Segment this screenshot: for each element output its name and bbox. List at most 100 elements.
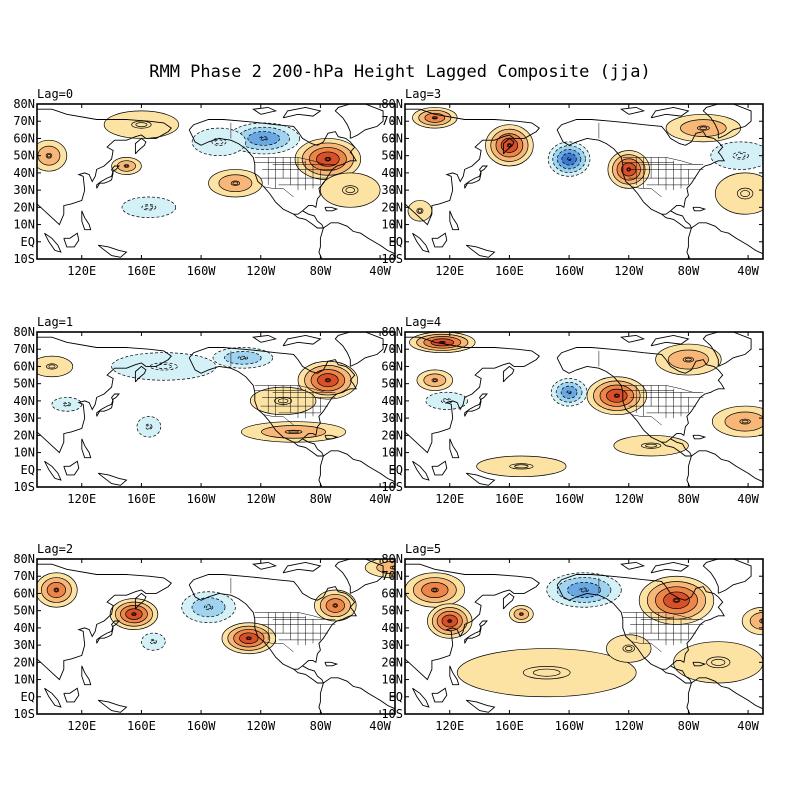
coastline xyxy=(44,232,62,253)
positive-anomaly xyxy=(606,634,652,663)
lon-tick-label: 120W xyxy=(246,492,276,506)
contour-line xyxy=(711,658,726,666)
lat-tick-label: 70N xyxy=(381,114,403,128)
coastline xyxy=(464,165,488,189)
contour-line xyxy=(514,464,529,469)
lat-tick-label: 80N xyxy=(13,97,35,111)
positive-anomaly xyxy=(673,641,763,684)
contour-line xyxy=(237,355,249,360)
coastline xyxy=(44,687,62,708)
positive-anomaly xyxy=(316,151,340,167)
lon-tick-label: 80W xyxy=(678,492,700,506)
positive-anomaly xyxy=(103,110,180,139)
coastline xyxy=(323,677,395,710)
coastline xyxy=(691,677,763,710)
lon-tick-label: 80W xyxy=(678,719,700,733)
contour-line xyxy=(232,181,239,185)
coastlines xyxy=(405,559,763,714)
coastline xyxy=(449,438,460,459)
contour-line xyxy=(391,566,395,569)
lon-tick-label: 80W xyxy=(310,492,332,506)
coastline xyxy=(282,106,322,119)
contour-line xyxy=(260,137,267,140)
panel-background xyxy=(37,559,395,714)
panel-label: Lag=4 xyxy=(405,315,441,329)
positive-anomaly xyxy=(749,612,763,630)
positive-anomaly xyxy=(606,388,628,403)
contour-line xyxy=(522,665,571,680)
contour-line xyxy=(740,190,750,198)
coastline xyxy=(318,227,324,259)
coastline xyxy=(702,332,752,367)
political-border xyxy=(263,414,294,426)
coastlines xyxy=(37,559,395,714)
contour-line xyxy=(246,636,252,640)
lon-tick-label: 120E xyxy=(435,492,464,506)
lat-tick-label: 30N xyxy=(13,638,35,652)
lon-tick-label: 120E xyxy=(67,264,96,278)
contour-line xyxy=(64,402,70,406)
contour-line xyxy=(46,363,58,370)
lat-tick-label: 50N xyxy=(13,604,35,618)
lon-tick-label: 80W xyxy=(310,719,332,733)
coastline xyxy=(324,434,339,440)
positive-anomaly xyxy=(613,434,689,457)
lon-tick-label: 120E xyxy=(67,719,96,733)
panel-frame xyxy=(404,558,764,715)
coastline xyxy=(702,104,752,139)
lat-tick-label: EQ xyxy=(389,235,403,249)
negative-anomaly xyxy=(191,127,247,157)
lon-tick-label: 120W xyxy=(246,264,276,278)
coastline xyxy=(465,244,496,258)
lat-tick-label: 10S xyxy=(381,252,403,266)
lat-tick-label: 20N xyxy=(13,655,35,669)
contour-line xyxy=(342,185,359,195)
contour-line xyxy=(672,597,681,603)
coastline xyxy=(318,682,324,714)
coastline xyxy=(449,210,460,231)
contour-line xyxy=(566,157,572,162)
coastline xyxy=(81,210,92,231)
contour-line xyxy=(284,429,303,434)
lat-tick-label: 10S xyxy=(13,252,35,266)
contour-line xyxy=(685,357,692,362)
contour-line xyxy=(325,378,330,382)
lon-tick-label: 120E xyxy=(435,719,464,733)
coastline xyxy=(405,336,540,454)
coastline xyxy=(63,687,80,703)
contour-line xyxy=(443,399,451,403)
coastline xyxy=(282,334,322,347)
lon-tick-label: 120W xyxy=(614,264,644,278)
lat-tick-label: 70N xyxy=(381,342,403,356)
coastline xyxy=(324,206,339,212)
contour-line xyxy=(507,143,512,147)
contour-line xyxy=(739,418,751,425)
lon-tick-label: 160E xyxy=(495,264,524,278)
anomaly-fields xyxy=(409,332,763,478)
lat-tick-label: 40N xyxy=(13,621,35,635)
coastline xyxy=(502,592,515,610)
contour-line xyxy=(132,612,136,616)
positive-anomaly xyxy=(724,411,763,432)
panel-label: Lag=0 xyxy=(37,87,73,101)
lat-tick-label: 30N xyxy=(13,183,35,197)
coastline xyxy=(37,336,172,454)
contour-line xyxy=(567,391,571,394)
lat-tick-label: 20N xyxy=(13,428,35,442)
lat-tick-label: 70N xyxy=(381,569,403,583)
contour-line xyxy=(567,157,571,161)
contour-line xyxy=(579,587,589,593)
coastline xyxy=(405,108,540,226)
positive-anomaly xyxy=(125,608,143,620)
contour-line xyxy=(741,419,749,424)
positive-anomaly xyxy=(714,172,763,215)
contour-line xyxy=(431,587,439,593)
contour-line xyxy=(447,619,453,623)
lat-tick-label: 60N xyxy=(13,359,35,373)
lat-tick-label: 10S xyxy=(13,707,35,721)
coastline xyxy=(620,106,646,115)
lat-tick-label: 10N xyxy=(13,673,35,687)
